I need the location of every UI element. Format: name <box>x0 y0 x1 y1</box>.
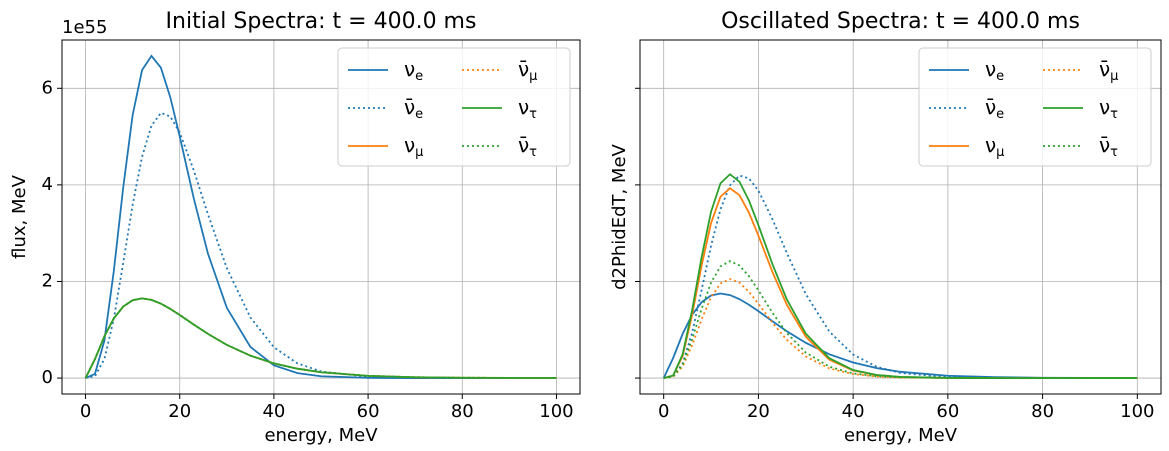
legend-label: ν̄e <box>985 95 1004 122</box>
x-axis-label: energy, MeV <box>844 425 958 446</box>
legend-frame <box>918 47 1152 167</box>
series-line <box>662 292 1138 379</box>
x-tick-label: 0 <box>80 401 91 422</box>
x-tick-label: 20 <box>168 401 191 422</box>
axes: 0 20 40 60 80 100 0 2 4 6 Initial Spectra: t = 400… <box>9 9 581 446</box>
series-line <box>85 54 557 379</box>
x-tick-label: 80 <box>1031 401 1054 422</box>
y-tick-label: 2 <box>42 270 53 291</box>
x-tick-label: 100 <box>539 401 573 422</box>
legend-frame <box>337 47 571 167</box>
chart-title: Initial Spectra: t = 400.0 ms <box>166 9 477 34</box>
series-line <box>84 297 557 379</box>
x-tick-label: 60 <box>936 401 959 422</box>
series-line <box>663 260 1138 379</box>
x-tick-label: 0 <box>658 401 669 422</box>
y-tick-label: 4 <box>42 174 53 195</box>
x-tick-label: 100 <box>1120 401 1154 422</box>
y-tick-label: 0 <box>42 367 53 388</box>
legend-label: ντ <box>1099 95 1118 122</box>
series-line <box>663 187 1138 379</box>
series-line <box>663 174 1138 379</box>
legend-label: ν̄μ <box>1099 57 1118 84</box>
y-axis-label: d2PhidEdT, MeV <box>609 143 630 289</box>
series-line <box>84 297 557 379</box>
series-line <box>84 297 557 379</box>
x-tick-label: 40 <box>262 401 285 422</box>
x-tick-label: 20 <box>747 401 770 422</box>
x-tick-label: 80 <box>451 401 474 422</box>
series-line <box>84 297 557 379</box>
axes-frame <box>639 39 1162 395</box>
legend-label: νμ <box>985 133 1004 160</box>
legend-label: ν̄τ <box>518 133 537 160</box>
series-line <box>663 173 1138 379</box>
legend-label: ν̄e <box>404 95 423 122</box>
y-tick-label: 6 <box>42 77 53 98</box>
y-axis-label: flux, MeV <box>9 174 30 258</box>
legend-label: νμ <box>404 133 423 160</box>
legend-label: νe <box>985 57 1004 84</box>
axes: 0 20 40 60 80 100 Oscillated Spectra: t = 400.… <box>609 9 1162 446</box>
x-tick-label: 60 <box>357 401 380 422</box>
legend-label: νe <box>404 57 423 84</box>
chart-title: Oscillated Spectra: t = 400.0 ms <box>721 9 1080 34</box>
legend-label: ν̄τ <box>1099 133 1118 160</box>
x-axis-label: energy, MeV <box>264 425 378 446</box>
y-offset-label: 1e55 <box>62 17 107 38</box>
legend-label: ν̄μ <box>518 57 537 84</box>
series-line <box>663 278 1138 379</box>
legend-label: ντ <box>518 95 537 122</box>
axes-frame <box>61 39 581 395</box>
x-tick-label: 40 <box>842 401 865 422</box>
